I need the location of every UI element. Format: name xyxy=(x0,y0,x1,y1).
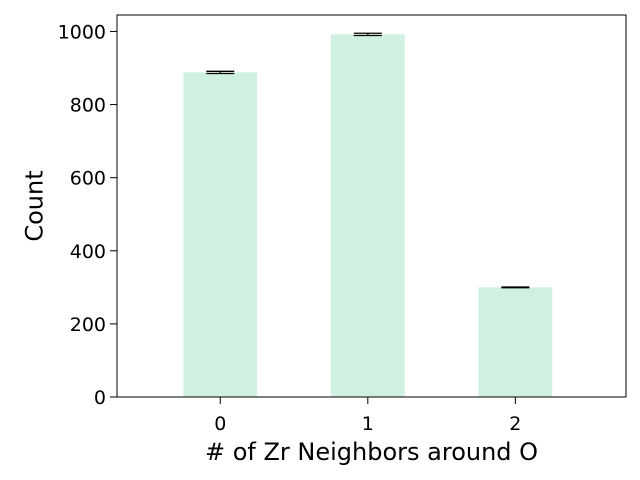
y-axis: 0 200 400 600 800 1000 xyxy=(58,21,117,409)
bar-0 xyxy=(183,72,258,397)
y-axis-label: Count xyxy=(20,170,48,241)
y-tick-label: 0 xyxy=(94,387,106,409)
x-tick-label: 0 xyxy=(214,413,226,435)
y-tick-label: 1000 xyxy=(58,21,106,43)
x-axis-label: # of Zr Neighbors around O xyxy=(205,438,538,466)
error-bars-group xyxy=(206,32,530,289)
x-tick-label: 2 xyxy=(509,413,521,435)
plot-frame xyxy=(116,14,627,398)
error-bar-1 xyxy=(353,32,382,37)
y-tick-label: 400 xyxy=(70,241,106,263)
x-axis: 0 1 2 xyxy=(214,397,521,435)
y-tick-label: 800 xyxy=(70,95,106,117)
error-bar-0 xyxy=(206,70,235,75)
bar-1 xyxy=(330,34,405,398)
error-bar-2 xyxy=(501,286,530,289)
x-tick-label: 1 xyxy=(362,413,374,435)
y-tick-label: 200 xyxy=(70,314,106,336)
bars-group xyxy=(183,34,553,398)
bar-2 xyxy=(478,287,553,397)
y-tick-label: 600 xyxy=(70,168,106,190)
